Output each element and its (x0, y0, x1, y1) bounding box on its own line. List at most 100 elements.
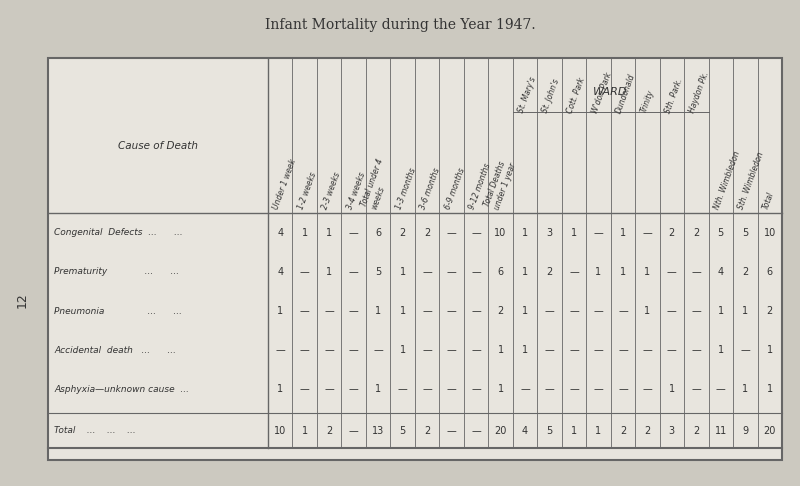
Text: Dundonald: Dundonald (614, 72, 637, 114)
Text: 2-3 weeks: 2-3 weeks (321, 171, 342, 211)
Text: —: — (349, 345, 358, 355)
Text: Trinity: Trinity (639, 89, 655, 114)
Text: Pneumonia               ...      ...: Pneumonia ... ... (54, 307, 182, 315)
Text: —: — (324, 384, 334, 395)
Text: 1: 1 (742, 306, 748, 316)
Text: 10: 10 (274, 426, 286, 435)
Text: 1: 1 (277, 306, 283, 316)
Text: 6: 6 (498, 267, 503, 277)
Text: —: — (716, 384, 726, 395)
Text: —: — (446, 384, 457, 395)
Text: Total under 4
weeks: Total under 4 weeks (360, 157, 395, 211)
Text: Infant Mortality during the Year 1947.: Infant Mortality during the Year 1947. (265, 18, 535, 32)
Text: 2: 2 (669, 227, 675, 238)
Text: 1: 1 (302, 227, 308, 238)
Text: 20: 20 (763, 426, 776, 435)
Text: —: — (618, 384, 628, 395)
Text: 1: 1 (571, 227, 577, 238)
Text: 3: 3 (669, 426, 675, 435)
Text: —: — (642, 227, 652, 238)
Text: —: — (349, 426, 358, 435)
Text: —: — (618, 345, 628, 355)
Text: —: — (471, 267, 481, 277)
Text: 2: 2 (326, 426, 332, 435)
Text: 2: 2 (546, 267, 553, 277)
Text: 4: 4 (718, 267, 724, 277)
Text: Sth. Wimbledon: Sth. Wimbledon (737, 151, 766, 211)
Text: —: — (545, 345, 554, 355)
Text: —: — (618, 306, 628, 316)
Text: —: — (569, 306, 579, 316)
Text: —: — (741, 345, 750, 355)
Text: Total: Total (762, 191, 776, 211)
Text: 1: 1 (522, 267, 528, 277)
Text: —: — (471, 306, 481, 316)
Text: 5: 5 (742, 227, 749, 238)
Text: 20: 20 (494, 426, 506, 435)
Text: —: — (275, 345, 285, 355)
Text: 5: 5 (399, 426, 406, 435)
Text: 2: 2 (694, 426, 699, 435)
Text: —: — (667, 306, 677, 316)
Text: Congenital  Defects  ...      ...: Congenital Defects ... ... (54, 228, 182, 237)
Text: 2: 2 (766, 306, 773, 316)
Text: 2: 2 (620, 426, 626, 435)
Text: Asphyxia—unknown cause  ...: Asphyxia—unknown cause ... (54, 385, 189, 394)
Text: 1: 1 (595, 426, 602, 435)
Text: 9: 9 (742, 426, 748, 435)
Text: 1: 1 (498, 384, 503, 395)
Text: 10: 10 (764, 227, 776, 238)
Text: 1: 1 (620, 227, 626, 238)
Text: 1: 1 (766, 384, 773, 395)
Text: Accidental  death   ...      ...: Accidental death ... ... (54, 346, 176, 355)
Text: 1: 1 (522, 345, 528, 355)
Text: 6: 6 (375, 227, 382, 238)
Text: —: — (691, 306, 702, 316)
Text: —: — (300, 306, 310, 316)
Text: —: — (569, 345, 579, 355)
Text: 1: 1 (326, 267, 332, 277)
Text: 1: 1 (571, 426, 577, 435)
Text: 2: 2 (424, 426, 430, 435)
Text: —: — (446, 267, 457, 277)
Text: Cause of Death: Cause of Death (118, 140, 198, 151)
Text: 1-2 weeks: 1-2 weeks (296, 171, 318, 211)
Text: 1: 1 (375, 384, 382, 395)
Text: 3-4 weeks: 3-4 weeks (346, 171, 367, 211)
Text: —: — (691, 384, 702, 395)
Text: —: — (471, 384, 481, 395)
Text: —: — (349, 306, 358, 316)
Text: —: — (569, 267, 579, 277)
Text: 5: 5 (546, 426, 553, 435)
Text: —: — (349, 227, 358, 238)
Text: —: — (545, 384, 554, 395)
Text: —: — (471, 426, 481, 435)
Text: 1: 1 (595, 267, 602, 277)
Text: —: — (300, 384, 310, 395)
Text: 2: 2 (644, 426, 650, 435)
Text: 5: 5 (375, 267, 382, 277)
Text: —: — (691, 267, 702, 277)
Text: 1: 1 (644, 306, 650, 316)
Text: 3-6 months: 3-6 months (418, 167, 442, 211)
Text: 4: 4 (522, 426, 528, 435)
Text: —: — (422, 267, 432, 277)
Text: 11: 11 (714, 426, 727, 435)
Text: 1: 1 (766, 345, 773, 355)
Text: 1: 1 (669, 384, 675, 395)
Text: 6-9 months: 6-9 months (443, 167, 466, 211)
Text: Prematurity             ...      ...: Prematurity ... ... (54, 267, 179, 277)
Text: 6: 6 (766, 267, 773, 277)
Text: 9-12 months: 9-12 months (467, 162, 493, 211)
Text: 1: 1 (326, 227, 332, 238)
Text: W'don Park: W'don Park (590, 70, 613, 114)
Text: 1: 1 (620, 267, 626, 277)
Text: Under 1 week: Under 1 week (272, 158, 298, 211)
Text: —: — (446, 426, 457, 435)
Text: —: — (422, 345, 432, 355)
Text: —: — (300, 345, 310, 355)
Text: 1: 1 (522, 306, 528, 316)
Text: —: — (594, 227, 603, 238)
Text: 2: 2 (424, 227, 430, 238)
Text: Sth. Park.: Sth. Park. (663, 77, 684, 114)
